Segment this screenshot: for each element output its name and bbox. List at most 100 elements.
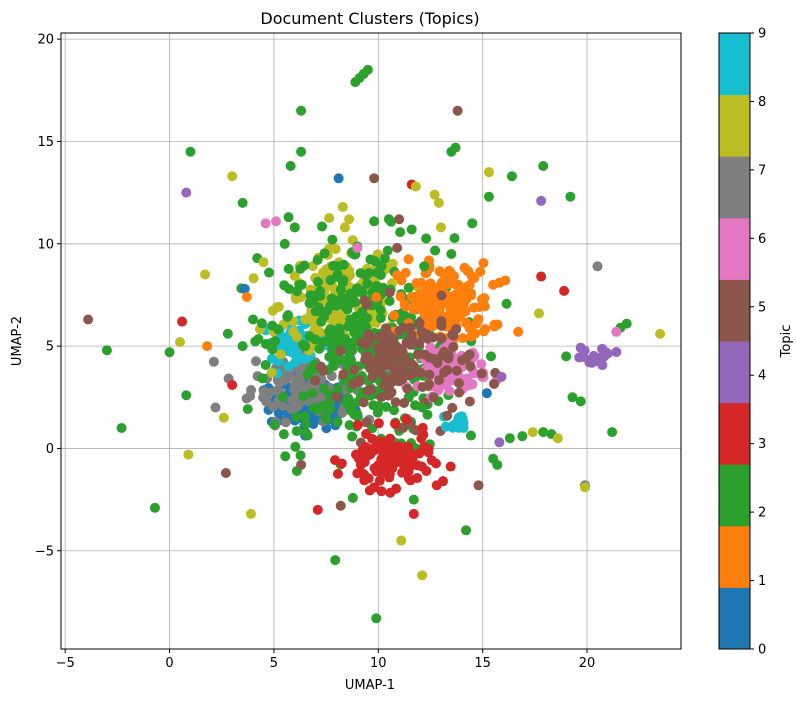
data-point (412, 349, 423, 360)
data-point (396, 275, 407, 286)
data-point (401, 414, 412, 425)
data-point (428, 332, 439, 343)
data-point (480, 324, 491, 335)
data-point (412, 473, 423, 484)
data-point (477, 300, 488, 311)
data-point (479, 293, 490, 304)
data-point (421, 233, 432, 244)
data-point (239, 283, 250, 294)
data-point (406, 291, 417, 302)
data-point (316, 316, 327, 327)
data-point (422, 409, 433, 420)
data-point (343, 393, 354, 404)
data-point (335, 284, 346, 295)
data-point (538, 161, 549, 172)
data-point (208, 356, 219, 367)
data-point (448, 342, 459, 353)
data-point (360, 270, 371, 281)
data-point (567, 392, 578, 403)
data-point (391, 342, 402, 353)
y-tick-label: 15 (37, 135, 54, 150)
data-point (416, 433, 427, 444)
y-axis-ticks: −5 0 5 10 15 20 (35, 33, 61, 559)
data-point (452, 105, 463, 116)
data-point (384, 389, 395, 400)
data-point (283, 361, 294, 372)
data-point (296, 459, 307, 470)
data-point (354, 317, 365, 328)
colorbar: 0 1 2 3 4 5 6 7 8 9 (718, 27, 766, 658)
data-point (374, 400, 385, 411)
data-point (325, 275, 336, 286)
colorbar-segment (719, 279, 750, 342)
x-tick-label: −5 (56, 656, 75, 671)
data-point (435, 222, 446, 233)
data-point (355, 459, 366, 470)
data-point (575, 342, 586, 353)
plot-frame (60, 32, 682, 650)
data-point (425, 342, 436, 353)
data-point (338, 259, 349, 270)
data-point (575, 396, 586, 407)
data-point (403, 254, 414, 265)
data-point (412, 460, 423, 471)
y-axis-label: UMAP-2 (10, 316, 25, 366)
data-point (442, 376, 453, 387)
data-point (297, 339, 308, 350)
data-point (392, 242, 403, 253)
data-point (376, 261, 387, 272)
data-point (453, 378, 464, 389)
data-point (354, 376, 365, 387)
data-point (242, 404, 253, 415)
data-point (414, 338, 425, 349)
data-point (439, 269, 450, 280)
data-point (400, 267, 411, 278)
data-point (220, 468, 231, 478)
data-point (256, 318, 267, 329)
data-point (149, 502, 160, 513)
data-point (451, 365, 462, 376)
data-point (315, 361, 326, 372)
data-point (403, 282, 414, 293)
data-point (384, 472, 395, 483)
data-point (466, 331, 477, 342)
colorbar-tick-label: 4 (758, 369, 766, 384)
x-axis-ticks: −5 0 5 10 15 20 (56, 649, 595, 671)
data-point (306, 314, 317, 325)
data-point (299, 411, 310, 422)
data-point (552, 433, 563, 444)
colorbar-tick-label: 5 (758, 300, 766, 315)
data-point (336, 458, 347, 469)
data-point (369, 216, 380, 227)
data-point (461, 318, 472, 329)
data-point (312, 504, 323, 515)
data-point (307, 388, 318, 399)
data-point (574, 352, 585, 363)
data-point (278, 429, 289, 440)
data-point (174, 337, 185, 348)
data-point (299, 260, 310, 271)
data-point (475, 266, 486, 277)
colorbar-tick-label: 9 (758, 27, 766, 42)
data-point (296, 146, 307, 157)
data-point (414, 448, 425, 459)
data-point (335, 345, 346, 356)
data-point (301, 428, 312, 439)
data-point (501, 298, 512, 309)
data-point (391, 483, 402, 494)
data-point (424, 369, 435, 380)
data-point (289, 270, 300, 281)
data-point (517, 431, 528, 442)
data-point (433, 197, 444, 208)
data-point (116, 422, 127, 433)
data-point (494, 277, 505, 288)
data-point (335, 500, 346, 511)
data-point (333, 173, 344, 184)
data-point (286, 404, 297, 415)
data-point (405, 447, 416, 458)
data-point (248, 314, 259, 325)
data-point (267, 305, 278, 316)
data-point (164, 347, 175, 358)
data-point (200, 269, 211, 280)
data-point (402, 383, 413, 394)
